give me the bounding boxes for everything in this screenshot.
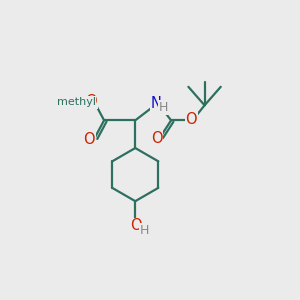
- Text: methyl: methyl: [57, 97, 96, 107]
- Text: O: O: [185, 112, 197, 127]
- Text: H: H: [159, 101, 168, 114]
- Text: O: O: [83, 132, 95, 147]
- Text: H: H: [140, 224, 149, 237]
- Text: N: N: [151, 96, 161, 111]
- Text: O: O: [151, 131, 162, 146]
- Text: O: O: [130, 218, 142, 233]
- Text: O: O: [85, 94, 97, 109]
